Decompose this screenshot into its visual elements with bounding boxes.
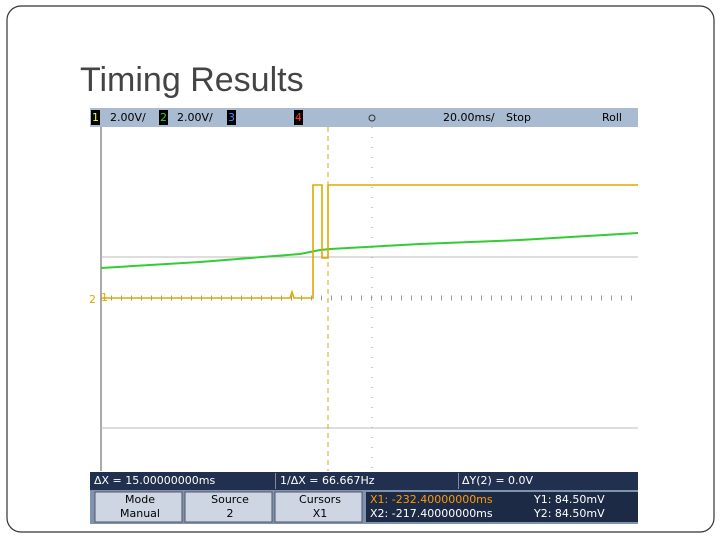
softkey-label[interactable]: Mode xyxy=(125,493,155,506)
softkey-bg[interactable] xyxy=(94,491,183,523)
readout-x1: X1: -232.40000000ms xyxy=(370,493,493,506)
top-bar xyxy=(90,108,638,127)
inv-delta-x: 1/ΔX = 66.667Hz xyxy=(280,474,375,487)
run-state: Stop xyxy=(506,111,531,124)
softkey[interactable]: Cursors X1 xyxy=(274,491,363,523)
timebase: 20.00ms/ xyxy=(443,111,495,124)
readout-x2: X2: -217.40000000ms xyxy=(370,507,493,520)
softkey-value[interactable]: 2 xyxy=(227,507,234,520)
readout-y1: Y1: 84.50mV xyxy=(533,493,605,506)
ch2-badge xyxy=(159,110,168,125)
separator xyxy=(458,473,459,489)
ch1-scale: 2.00V/ xyxy=(110,111,146,124)
softkey-value[interactable]: X1 xyxy=(313,507,328,520)
ch4-badge xyxy=(294,110,303,125)
softkey-bg[interactable] xyxy=(274,491,363,523)
softkey-value[interactable]: Manual xyxy=(120,507,160,520)
ch4-number: 4 xyxy=(295,111,302,124)
separator xyxy=(275,473,276,489)
delta-y: ΔY(2) = 0.0V xyxy=(462,474,534,487)
ch2-trace xyxy=(100,232,639,269)
ch3-badge xyxy=(227,110,236,125)
ch1-marker: 1 xyxy=(101,291,108,304)
softkey-label[interactable]: Cursors xyxy=(299,493,341,506)
acq-mode: Roll xyxy=(602,111,622,124)
ch1-badge xyxy=(91,110,100,125)
ch1-trace xyxy=(101,184,638,299)
slide-title: Timing Results xyxy=(80,61,304,99)
measure-bar xyxy=(90,472,638,490)
readout-y2: Y2: 84.50mV xyxy=(533,507,605,520)
delta-x: ΔX = 15.00000000ms xyxy=(94,474,215,487)
ch2-number: 2 xyxy=(160,111,167,124)
plot-bg xyxy=(90,127,638,471)
ch2-scale: 2.00V/ xyxy=(177,111,213,124)
ch3-number: 3 xyxy=(228,111,235,124)
readout-box xyxy=(366,492,638,522)
plot: 2 1 xyxy=(89,127,639,471)
ch1-number: 1 xyxy=(92,111,99,124)
trigger-icon xyxy=(368,114,376,122)
softkey-bg[interactable] xyxy=(184,491,273,523)
softkey-label[interactable]: Source xyxy=(211,493,249,506)
softkey[interactable]: Source 2 xyxy=(184,491,273,523)
softkey[interactable]: Mode Manual xyxy=(94,491,183,523)
ch2-marker: 2 xyxy=(89,293,96,306)
